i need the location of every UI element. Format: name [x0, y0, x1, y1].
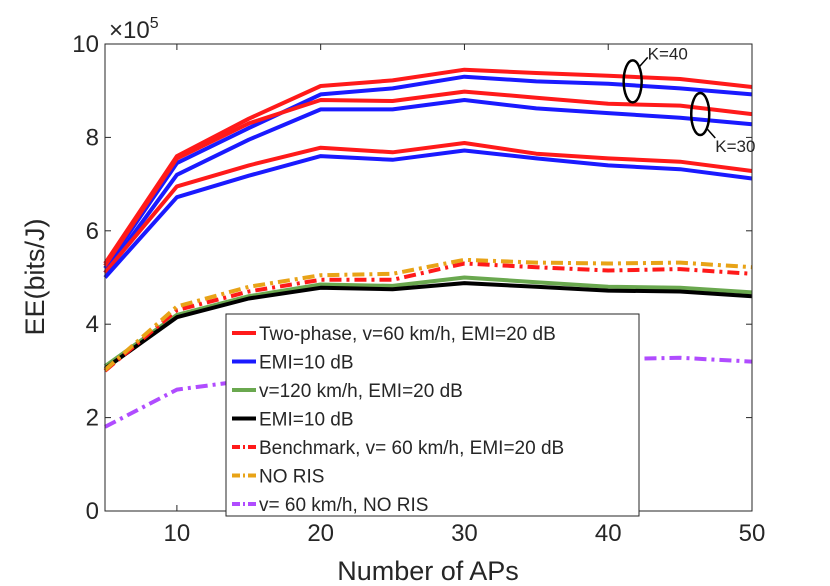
- y-axis: 0 2 4 6 8 10: [72, 31, 752, 525]
- legend-box: [225, 313, 640, 517]
- series-line-3: [103, 89, 753, 267]
- series-line-5: [103, 141, 753, 275]
- series-line-7: [103, 275, 753, 368]
- series-line-2: [103, 74, 753, 270]
- legend-label: Benchmark, v= 60 km/h, EMI=20 dB: [259, 438, 564, 459]
- series-line-1: [103, 67, 753, 265]
- annotation-pointer: [706, 128, 716, 139]
- x-axis-label: Number of APs: [337, 556, 519, 586]
- legend-label: EMI=10 dB: [259, 410, 354, 431]
- x-tick-label: 40: [595, 520, 622, 547]
- series-line-6: [103, 148, 753, 279]
- legend-label: EMI=10 dB: [259, 353, 354, 374]
- legend-label: v=120 km/h, EMI=20 dB: [259, 381, 463, 402]
- k-annotations: K=40 K=30: [622, 44, 755, 156]
- y-tick-label: 4: [86, 311, 99, 338]
- legend-label: v= 60 km/h, NO RIS: [259, 495, 428, 516]
- x-axis: 10 20 30 40 50: [164, 44, 766, 547]
- x-tick-label: 30: [451, 520, 478, 547]
- legend: Two-phase, v=60 km/h, EMI=20 dB EMI=10 dB…: [225, 313, 640, 517]
- annotation-pointer: [639, 56, 649, 67]
- y-tick-label: 6: [86, 218, 99, 245]
- series-line-8: [103, 281, 753, 371]
- legend-label: Two-phase, v=60 km/h, EMI=20 dB: [259, 324, 556, 345]
- y-tick-label: 0: [86, 498, 99, 525]
- series-line-4: [103, 98, 753, 274]
- x-tick-label: 10: [164, 520, 191, 547]
- y-exponent-label: ×105: [109, 15, 159, 44]
- x-tick-label: 50: [739, 520, 766, 547]
- legend-label: NO RIS: [259, 467, 324, 488]
- y-tick-label: 10: [72, 31, 99, 58]
- y-axis-label: EE(bits/J): [20, 218, 50, 335]
- annotation-label: K=40: [648, 44, 688, 63]
- series-line-9: [103, 261, 753, 373]
- x-tick-label: 20: [307, 520, 334, 547]
- annotation-ellipse: [689, 91, 711, 137]
- annotation-ellipse: [622, 59, 643, 104]
- annotation-label: K=30: [715, 137, 755, 156]
- y-tick-label: 8: [86, 124, 99, 151]
- series-line-10: [103, 257, 753, 372]
- y-tick-label: 2: [86, 405, 99, 432]
